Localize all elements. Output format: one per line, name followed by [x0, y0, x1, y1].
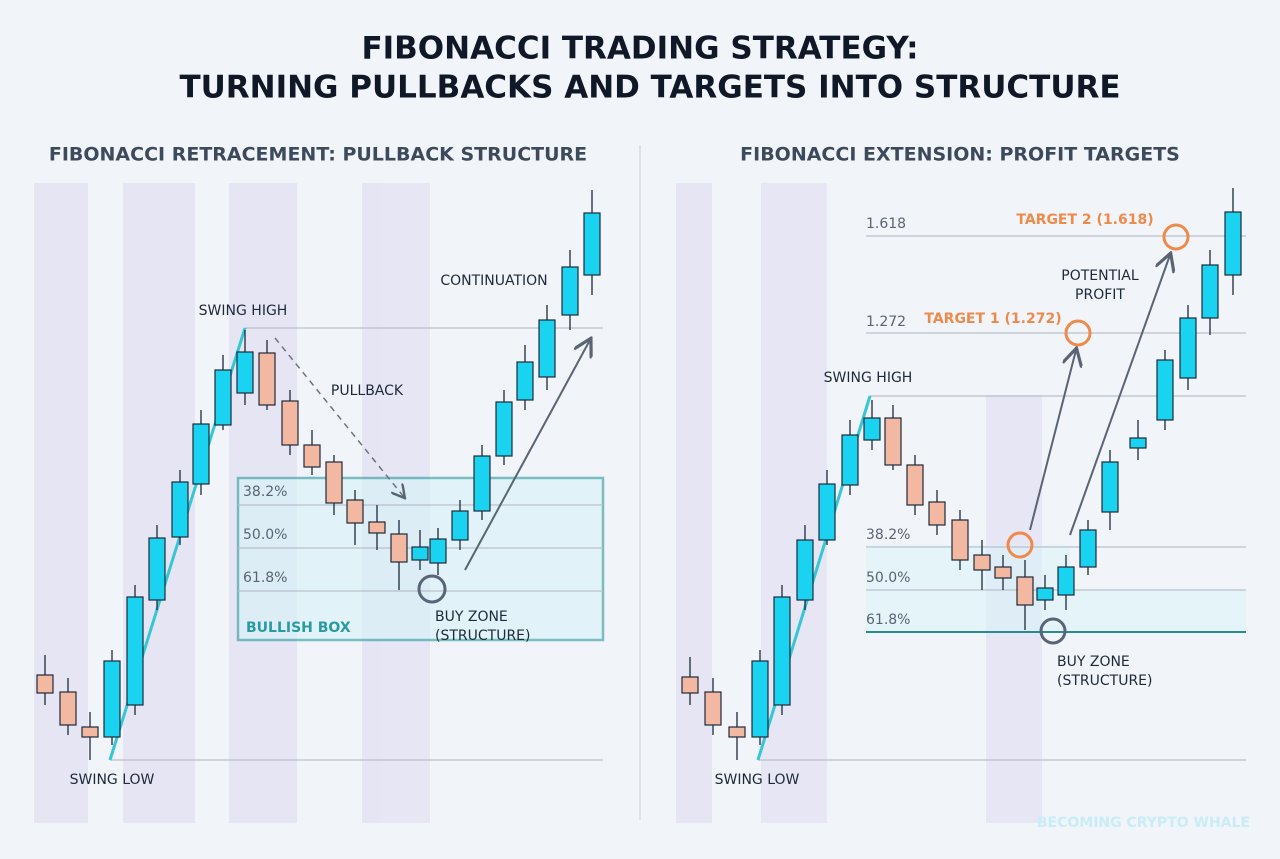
candle — [1101, 461, 1119, 513]
level: 61.8% — [866, 612, 910, 628]
candle — [751, 660, 769, 738]
candle — [236, 351, 254, 394]
candle — [346, 499, 364, 524]
label: BUY ZONE — [1057, 654, 1130, 670]
level: 1.618 — [866, 216, 906, 232]
candle — [1016, 576, 1034, 606]
candle — [36, 674, 54, 694]
candle — [1201, 264, 1219, 319]
label: SWING LOW — [715, 772, 800, 788]
level: 1.272 — [866, 314, 906, 330]
candle — [951, 519, 969, 561]
candle — [148, 537, 166, 601]
candle — [258, 352, 276, 406]
level: 38.2% — [243, 484, 287, 500]
panel-title: FIBONACCI RETRACEMENT: PULLBACK STRUCTUR… — [49, 144, 587, 166]
candle — [1036, 587, 1054, 601]
target: TARGET 2 (1.618) — [1016, 212, 1153, 228]
label: PULLBACK — [331, 383, 404, 399]
candle — [1224, 211, 1242, 276]
label: PROFIT — [1075, 287, 1125, 303]
candle — [863, 417, 881, 441]
label: CONTINUATION — [440, 273, 547, 289]
candle — [171, 481, 189, 538]
candle — [411, 546, 429, 561]
candle — [390, 533, 408, 563]
label: SWING HIGH — [199, 303, 288, 319]
candle — [818, 483, 836, 541]
candle — [704, 691, 722, 726]
label: SWING HIGH — [824, 370, 913, 386]
candle — [192, 423, 210, 485]
label: SWING LOW — [70, 772, 155, 788]
label: (STRUCTURE) — [435, 628, 530, 644]
candle — [994, 566, 1012, 579]
candle — [1129, 437, 1147, 449]
candle — [59, 691, 77, 726]
candle — [451, 510, 469, 541]
box-label: BULLISH BOX — [246, 620, 351, 636]
candle — [681, 676, 699, 694]
candle — [773, 596, 791, 706]
level: 38.2% — [866, 527, 910, 543]
candle — [728, 726, 746, 738]
candle — [429, 538, 447, 564]
candle — [103, 660, 121, 738]
candle — [796, 539, 814, 601]
candle — [1057, 566, 1075, 596]
candle — [473, 455, 491, 512]
candle — [1179, 317, 1197, 379]
watermark: BECOMING CRYPTO WHALE — [1037, 815, 1250, 831]
candle — [1079, 529, 1097, 568]
candle — [495, 401, 513, 457]
title: FIBONACCI TRADING STRATEGY: — [361, 31, 918, 67]
candle — [303, 444, 321, 468]
candle — [516, 361, 534, 401]
candle — [906, 464, 924, 506]
candle — [281, 400, 299, 446]
label: POTENTIAL — [1061, 268, 1139, 284]
label: (STRUCTURE) — [1057, 673, 1152, 689]
candle — [368, 521, 386, 534]
panel-title: FIBONACCI EXTENSION: PROFIT TARGETS — [740, 144, 1180, 166]
candle — [841, 434, 859, 486]
level: 50.0% — [866, 570, 910, 586]
candle — [126, 596, 144, 706]
candle — [81, 726, 99, 738]
level: 61.8% — [243, 570, 287, 586]
candle — [538, 319, 556, 378]
target: TARGET 1 (1.272) — [924, 311, 1061, 327]
candle — [214, 369, 232, 426]
candle — [1156, 359, 1174, 421]
candle — [325, 461, 343, 504]
label: BUY ZONE — [435, 609, 508, 625]
candle — [583, 212, 601, 276]
title: TURNING PULLBACKS AND TARGETS INTO STRUC… — [179, 70, 1120, 106]
candle — [928, 501, 946, 526]
candle — [561, 266, 579, 316]
candle — [973, 554, 991, 571]
level: 50.0% — [243, 527, 287, 543]
candle — [884, 417, 902, 466]
